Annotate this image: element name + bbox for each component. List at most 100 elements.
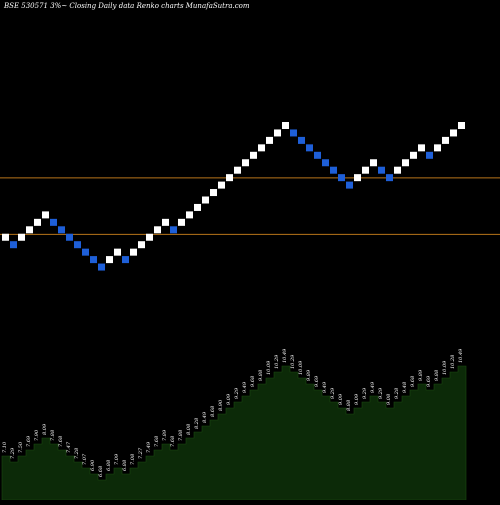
brick-price-label: 7.07	[82, 453, 88, 465]
renko-brick	[114, 248, 121, 256]
renko-brick	[106, 256, 113, 264]
renko-brick	[98, 263, 105, 271]
renko-brick	[178, 218, 185, 226]
brick-price-label: 7.68	[58, 436, 64, 447]
brick-price-label: 7.10	[2, 441, 8, 453]
brick-price-label: 7.27	[138, 447, 144, 459]
brick-price-label: 9.08	[386, 394, 392, 405]
renko-brick	[418, 144, 425, 152]
renko-brick	[210, 189, 217, 197]
renko-brick	[138, 241, 145, 249]
brick-price-label: 9.09	[226, 393, 232, 405]
brick-price-label: 9.88	[258, 370, 264, 381]
renko-brick	[258, 144, 265, 152]
renko-brick	[130, 248, 137, 256]
brick-price-label: 9.49	[370, 381, 376, 393]
brick-price-label: 9.09	[354, 393, 360, 405]
brick-price-label: 8.28	[194, 418, 200, 429]
brick-price-label: 9.49	[322, 381, 328, 393]
renko-brick	[42, 211, 49, 219]
renko-brick	[298, 136, 305, 144]
brick-price-label: 7.88	[50, 430, 56, 441]
renko-brick	[202, 196, 209, 204]
renko-brick	[74, 241, 81, 249]
brick-price-label: 9.89	[418, 369, 424, 381]
brick-price-label: 9.68	[250, 376, 256, 387]
renko-brick	[274, 129, 281, 137]
renko-brick	[18, 233, 25, 241]
renko-brick	[410, 151, 417, 159]
renko-brick	[146, 233, 153, 241]
renko-brick	[338, 174, 345, 182]
brick-price-label: 8.90	[218, 399, 224, 411]
renko-brick	[234, 166, 241, 174]
brick-price-label: 9.29	[330, 387, 336, 399]
renko-brick	[218, 181, 225, 189]
brick-price-label: 7.49	[146, 441, 152, 453]
close-area	[1, 365, 467, 501]
renko-brick	[314, 151, 321, 159]
brick-price-label: 9.29	[378, 387, 384, 399]
renko-brick	[58, 226, 65, 234]
brick-price-label: 10.29	[290, 354, 296, 369]
renko-brick	[346, 181, 353, 189]
brick-price-label: 9.69	[314, 375, 320, 387]
brick-price-label: 7.88	[178, 430, 184, 441]
brick-price-label: 9.09	[338, 393, 344, 405]
brick-price-label: 10.09	[266, 360, 272, 375]
brick-price-label: 9.88	[434, 370, 440, 381]
renko-brick	[162, 218, 169, 226]
renko-brick	[2, 233, 9, 241]
chart-title: BSE 530571 3%~ Closing Daily data Renko …	[4, 2, 250, 10]
renko-brick	[50, 218, 57, 226]
renko-brick	[322, 159, 329, 167]
brick-price-label: 8.68	[210, 406, 216, 417]
renko-brick	[442, 136, 449, 144]
brick-price-label: 10.28	[450, 355, 456, 369]
renko-brick	[242, 159, 249, 167]
renko-brick	[186, 211, 193, 219]
brick-price-label: 10.49	[282, 348, 288, 363]
brick-price-label: 7.68	[170, 436, 176, 447]
renko-brick	[226, 174, 233, 182]
renko-brick	[66, 233, 73, 241]
renko-brick	[10, 241, 17, 249]
brick-price-label: 7.47	[66, 441, 72, 453]
renko-brick	[170, 226, 177, 234]
brick-price-label: 9.69	[426, 375, 432, 387]
renko-brick	[250, 151, 257, 159]
brick-price-label: 6.88	[106, 460, 112, 471]
brick-price-label: 8.49	[202, 411, 208, 423]
brick-price-label: 9.48	[402, 382, 408, 393]
brick-price-label: 10.09	[442, 360, 448, 375]
brick-price-label: 7.29	[10, 447, 16, 459]
brick-price-label: 7.28	[74, 448, 80, 459]
renko-brick	[378, 166, 385, 174]
brick-price-label: 9.29	[362, 387, 368, 399]
renko-brick	[290, 129, 297, 137]
brick-price-label: 9.28	[394, 388, 400, 399]
renko-brick	[458, 122, 465, 129]
renko-brick	[282, 122, 289, 129]
renko-brick	[90, 256, 97, 264]
brick-price-label: 10.49	[458, 348, 464, 363]
renko-brick	[82, 248, 89, 256]
renko-brick	[266, 136, 273, 144]
renko-brick	[330, 166, 337, 174]
brick-price-label: 8.88	[346, 400, 352, 411]
brick-price-label: 7.69	[26, 435, 32, 447]
brick-price-label: 9.49	[242, 381, 248, 393]
brick-price-label: 10.29	[274, 354, 280, 369]
renko-brick	[122, 256, 129, 264]
brick-price-label: 9.89	[306, 369, 312, 381]
renko-brick	[450, 129, 457, 137]
renko-brick	[394, 166, 401, 174]
renko-brick	[354, 174, 361, 182]
brick-price-label: 9.68	[410, 376, 416, 387]
renko-brick	[362, 166, 369, 174]
brick-price-label: 7.90	[34, 429, 40, 441]
brick-price-label: 6.68	[98, 466, 104, 477]
renko-brick	[306, 144, 313, 152]
